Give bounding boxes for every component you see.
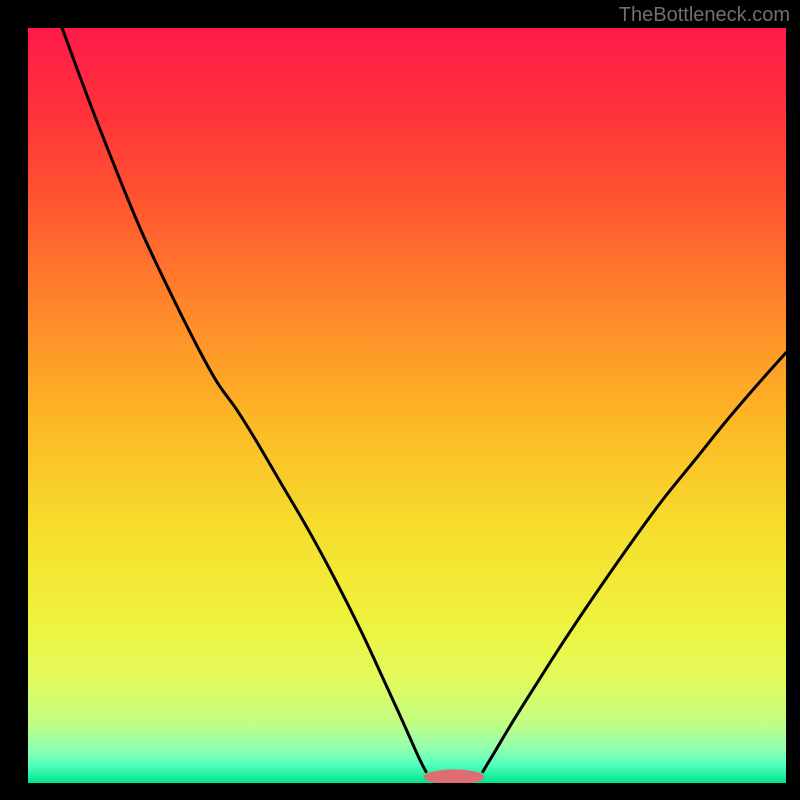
chart-svg [28, 28, 786, 783]
watermark-text: TheBottleneck.com [619, 4, 790, 27]
gradient-background [28, 28, 786, 783]
chart-container: TheBottleneck.com [0, 0, 800, 800]
plot-area [28, 28, 786, 783]
